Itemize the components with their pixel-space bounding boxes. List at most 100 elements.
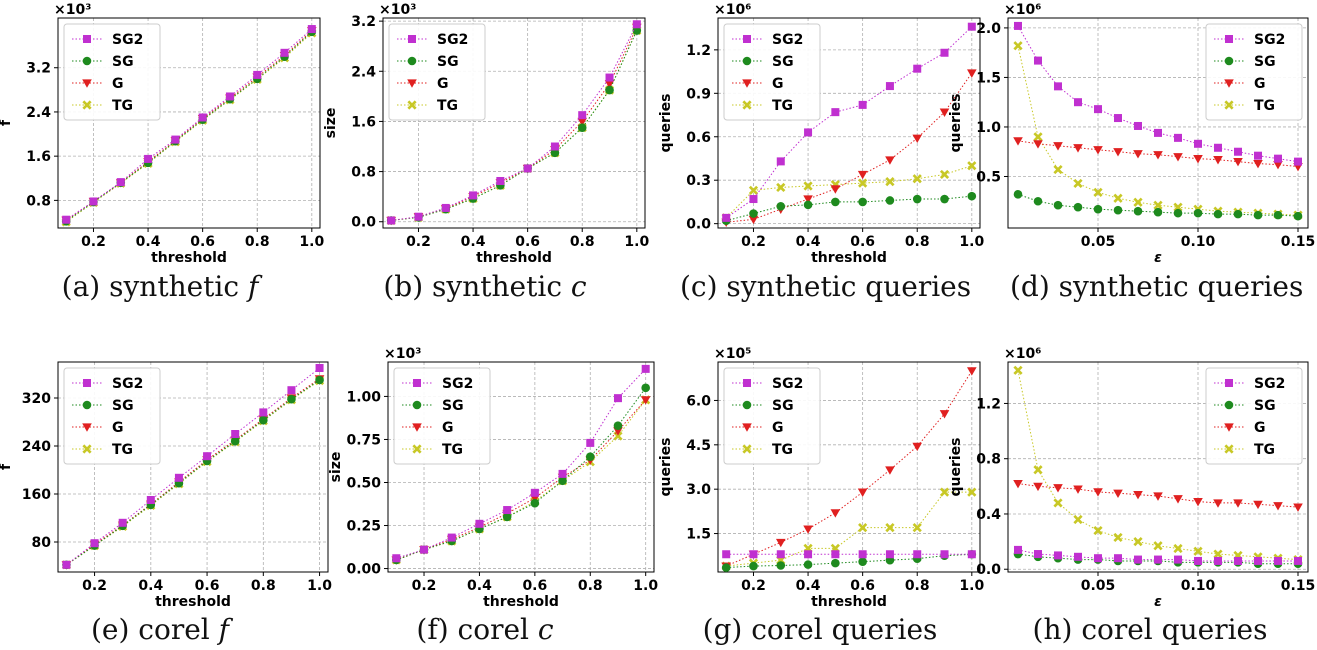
data-point-g bbox=[939, 410, 950, 419]
legend-marker-g bbox=[1224, 423, 1234, 432]
data-point-sg2 bbox=[605, 73, 614, 82]
y-tick-label: 0.0 bbox=[976, 562, 1001, 578]
legend-marker-sg bbox=[742, 400, 752, 410]
x-axis-label: threshold bbox=[151, 250, 227, 266]
data-point-sg2 bbox=[1094, 105, 1102, 114]
data-point-sg2 bbox=[940, 48, 949, 57]
caption-a: (a) synthetic f bbox=[61, 270, 259, 303]
legend-marker-sg bbox=[82, 56, 92, 66]
x-tick-label: 1.0 bbox=[633, 578, 658, 594]
data-point-g bbox=[1253, 500, 1263, 510]
y-tick-label: 0.3 bbox=[686, 173, 711, 189]
data-point-g bbox=[1293, 503, 1303, 512]
data-point-sg2 bbox=[1274, 154, 1282, 163]
data-point-sg2 bbox=[203, 452, 212, 461]
data-point-sg2 bbox=[496, 176, 505, 185]
data-point-sg bbox=[1073, 202, 1083, 212]
data-point-sg2 bbox=[1054, 82, 1062, 91]
data-point-sg2 bbox=[1074, 98, 1082, 107]
y-axis-label: queries bbox=[658, 437, 674, 496]
series-line-g bbox=[726, 72, 973, 223]
data-point-sg bbox=[803, 200, 813, 210]
legend-label-tg: TG bbox=[772, 98, 793, 114]
series-line-sg2 bbox=[1017, 25, 1299, 163]
data-point-sg2 bbox=[503, 506, 512, 515]
data-point-g bbox=[748, 215, 759, 225]
data-point-sg2 bbox=[885, 550, 894, 559]
data-point-sg bbox=[940, 194, 949, 204]
legend-label-g: G bbox=[437, 76, 449, 92]
data-point-tg bbox=[912, 523, 922, 533]
legend-label-sg: SG bbox=[1254, 398, 1276, 414]
data-point-sg2 bbox=[1294, 157, 1302, 166]
data-point-sg bbox=[1133, 206, 1143, 216]
legend-label-g: G bbox=[1254, 420, 1266, 436]
data-point-sg2 bbox=[1134, 121, 1142, 130]
data-point-g bbox=[803, 525, 813, 534]
data-point-sg2 bbox=[831, 108, 840, 117]
data-point-g bbox=[1053, 484, 1063, 493]
data-point-g bbox=[1033, 140, 1043, 149]
y-tick-label: 80 bbox=[32, 535, 52, 551]
legend-marker-sg2 bbox=[1225, 379, 1233, 387]
y-tick-label: 2.0 bbox=[976, 21, 1001, 37]
data-point-sg2 bbox=[913, 550, 922, 559]
legend-label-sg: SG bbox=[772, 398, 794, 414]
data-point-sg2 bbox=[116, 178, 125, 187]
data-point-sg bbox=[558, 476, 567, 486]
data-point-g bbox=[939, 108, 950, 117]
legend-marker-sg2 bbox=[743, 35, 751, 43]
data-point-sg2 bbox=[1274, 556, 1282, 565]
data-point-sg bbox=[749, 561, 758, 571]
data-point-g bbox=[1193, 497, 1203, 507]
data-point-tg bbox=[1113, 532, 1123, 543]
caption-h: (h) corel queries bbox=[1032, 613, 1268, 646]
data-point-sg2 bbox=[613, 394, 622, 403]
x-tick-label: 0.6 bbox=[195, 578, 220, 594]
data-point-tg bbox=[1073, 178, 1083, 189]
y-tick-label: 3.2 bbox=[26, 61, 51, 77]
data-point-sg2 bbox=[469, 191, 478, 200]
caption-d: (d) synthetic queries bbox=[1010, 270, 1304, 303]
y-tick-label: 0.4 bbox=[976, 507, 1001, 523]
series-line-g bbox=[396, 399, 647, 561]
legend-marker-g bbox=[742, 423, 752, 432]
data-point-tg bbox=[1133, 197, 1143, 207]
legend-label-g: G bbox=[1254, 76, 1266, 92]
chart-panel-5: 0.2 0.4 0.6 0.8 1.0 0.00 0.25 0.50 0.75 1.00 thres… bbox=[328, 346, 658, 610]
x-tick-label: 1.0 bbox=[959, 234, 984, 250]
legend-label-sg2: SG2 bbox=[112, 376, 143, 392]
x-tick-label: 0.2 bbox=[741, 234, 766, 250]
chart-panel-2: 0.2 0.4 0.6 0.8 1.0 0.0 0.3 0.6 0.9 1.2 threshold q… bbox=[658, 2, 984, 266]
data-point-sg2 bbox=[940, 550, 949, 559]
data-point-tg bbox=[1173, 543, 1183, 554]
data-point-sg bbox=[315, 375, 324, 385]
y-tick-label: 2.4 bbox=[26, 105, 51, 121]
x-tick-label: 0.6 bbox=[515, 234, 540, 250]
y-tick-label: 1.2 bbox=[976, 396, 1001, 412]
y-tick-label: 3.2 bbox=[351, 14, 376, 30]
data-point-sg bbox=[1053, 200, 1063, 210]
data-point-g bbox=[640, 396, 651, 405]
data-point-sg2 bbox=[1194, 556, 1202, 565]
y-tick-label: 3.0 bbox=[686, 482, 711, 498]
data-point-sg2 bbox=[749, 550, 758, 559]
data-point-tg bbox=[858, 178, 868, 188]
data-point-sg bbox=[577, 123, 587, 133]
x-tick-label: 0.15 bbox=[1281, 234, 1316, 250]
data-point-sg2 bbox=[1054, 551, 1062, 560]
legend-label-sg2: SG2 bbox=[112, 32, 143, 48]
data-point-g bbox=[1233, 499, 1243, 508]
y-tick-label: 1.6 bbox=[351, 114, 376, 130]
data-point-sg bbox=[530, 498, 540, 508]
data-point-g bbox=[577, 117, 588, 127]
y-axis-label: f bbox=[0, 119, 14, 126]
data-point-sg bbox=[831, 558, 840, 568]
data-point-sg2 bbox=[1174, 133, 1182, 142]
data-point-sg2 bbox=[280, 48, 289, 57]
x-tick-label: 0.4 bbox=[461, 234, 486, 250]
legend-marker-tg bbox=[1224, 100, 1234, 110]
y-tick-label: 0.0 bbox=[686, 217, 711, 233]
data-point-sg2 bbox=[225, 92, 234, 101]
x-tick-label: 0.8 bbox=[251, 578, 276, 594]
